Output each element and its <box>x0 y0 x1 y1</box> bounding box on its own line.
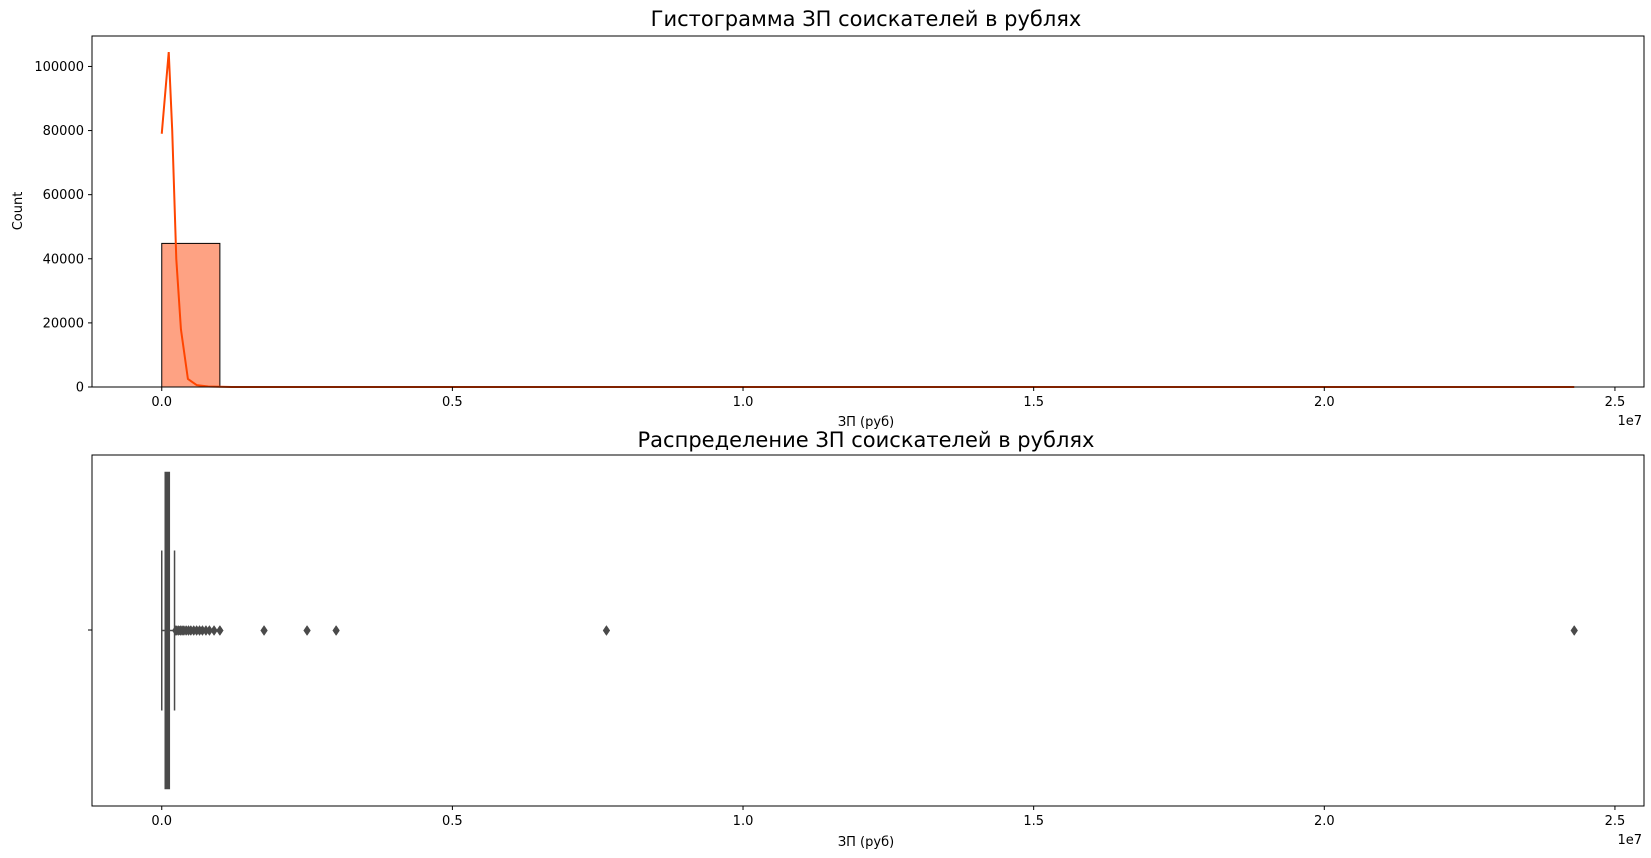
boxplot-axes-frame <box>91 454 1645 807</box>
boxplot-x-tick-label: 0.5 <box>442 814 463 829</box>
histogram-x-tick-label: 0.5 <box>442 395 463 410</box>
histogram-y-tick-label: 0 <box>76 381 84 396</box>
histogram-y-axis-label: Count <box>11 192 26 231</box>
histogram-x-tick-label: 1.0 <box>733 395 754 410</box>
boxplot-x-axis-label: ЗП (руб) <box>838 835 894 850</box>
histogram-x-ticks: 0.0 0.5 1.0 1.5 2.0 2.5 <box>151 387 1625 410</box>
boxplot-panel: Распределение ЗП соискателей в рублях 0.… <box>88 428 1645 850</box>
boxplot-outlier <box>260 625 268 636</box>
histogram-bar <box>161 242 221 388</box>
histogram-y-tick-label: 80000 <box>43 124 84 139</box>
histogram-axes-frame <box>91 35 1645 388</box>
histogram-panel: Гистограмма ЗП соискателей в рублях 0.0 0… <box>11 7 1645 430</box>
histogram-title: Гистограмма ЗП соискателей в рублях <box>651 7 1082 31</box>
boxplot-plot-area <box>161 471 1578 790</box>
histogram-x-tick-label: 2.0 <box>1314 395 1335 410</box>
histogram-x-tick-label: 2.5 <box>1605 395 1626 410</box>
boxplot-outlier <box>210 625 218 636</box>
boxplot-x-tick-label: 0.0 <box>151 814 172 829</box>
boxplot-outlier <box>602 625 611 636</box>
histogram-x-axis-label: ЗП (руб) <box>838 415 894 430</box>
boxplot-x-tick-label: 2.5 <box>1605 814 1626 829</box>
boxplot-x-ticks: 0.0 0.5 1.0 1.5 2.0 2.5 <box>151 806 1625 829</box>
boxplot-x-tick-label: 2.0 <box>1314 814 1335 829</box>
boxplot-x-offset-label: 1e7 <box>1617 833 1642 848</box>
histogram-x-tick-label: 1.5 <box>1023 395 1044 410</box>
histogram-y-tick-label: 40000 <box>43 252 84 267</box>
boxplot-outlier <box>1570 625 1578 636</box>
boxplot-outlier <box>216 625 224 636</box>
histogram-kde-line <box>160 51 1575 388</box>
boxplot-outlier <box>303 625 311 636</box>
histogram-y-tick-label: 60000 <box>43 188 84 203</box>
boxplot-title: Распределение ЗП соискателей в рублях <box>638 428 1095 452</box>
histogram-plot-area <box>160 51 1575 388</box>
histogram-y-tick-label: 20000 <box>43 316 84 331</box>
histogram-y-ticks: 0 20000 40000 60000 80000 100000 <box>34 60 92 396</box>
boxplot-x-tick-label: 1.0 <box>733 814 754 829</box>
histogram-y-tick-label: 100000 <box>34 60 84 75</box>
boxplot-x-tick-label: 1.5 <box>1023 814 1044 829</box>
boxplot-outlier <box>332 625 340 636</box>
histogram-x-tick-label: 0.0 <box>151 395 172 410</box>
histogram-x-offset-label: 1e7 <box>1617 414 1642 429</box>
